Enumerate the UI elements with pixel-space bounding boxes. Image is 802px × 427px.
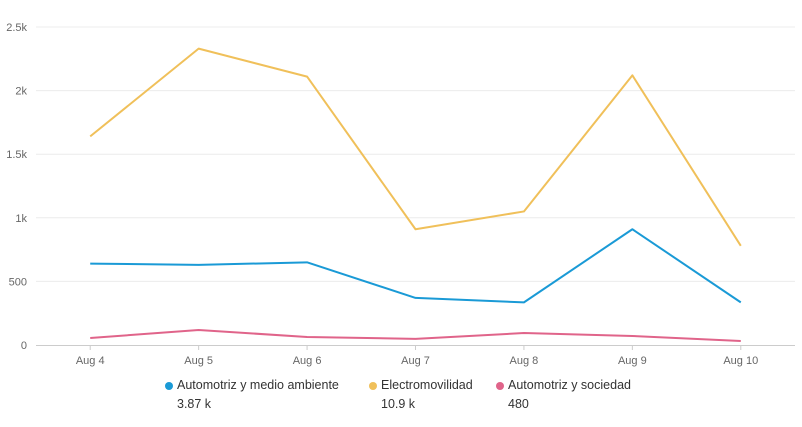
legend-dot-icon (369, 382, 377, 390)
y-tick-label: 2.5k (6, 22, 27, 34)
series-line-1 (89, 47, 742, 247)
x-tick-label: Aug 4 (76, 355, 105, 367)
y-tick-label: 1.5k (6, 149, 27, 161)
y-tick-label: 1k (15, 213, 27, 225)
legend-dot-icon (496, 382, 504, 390)
legend-total: 480 (508, 397, 529, 411)
series-line-0 (90, 228, 742, 304)
legend-label: Automotriz y medio ambiente (177, 378, 339, 392)
legend-item-automotriz-medio-ambiente[interactable]: Automotriz y medio ambiente 3.87 k (165, 376, 339, 414)
legend-item-electromovilidad[interactable]: Electromovilidad 10.9 k (369, 376, 473, 414)
legend-dot-icon (165, 382, 173, 390)
y-tick-label: 0 (21, 340, 27, 352)
series-line-2 (90, 328, 741, 343)
x-tick-label: Aug 9 (618, 355, 647, 367)
legend-total: 10.9 k (381, 397, 416, 411)
x-tick-label: Aug 8 (510, 355, 539, 367)
x-tick-label: Aug 6 (293, 355, 322, 367)
y-tick-label: 500 (9, 276, 27, 288)
x-tick-label: Aug 7 (401, 355, 430, 367)
legend-label: Electromovilidad (381, 378, 473, 392)
y-tick-label: 2k (15, 86, 27, 98)
legend-item-automotriz-sociedad[interactable]: Automotriz y sociedad 480 (496, 376, 631, 414)
x-tick-label: Aug 5 (184, 355, 213, 367)
x-tick-label: Aug 10 (723, 355, 758, 367)
legend-label: Automotriz y sociedad (508, 378, 631, 392)
legend-total: 3.87 k (177, 397, 212, 411)
